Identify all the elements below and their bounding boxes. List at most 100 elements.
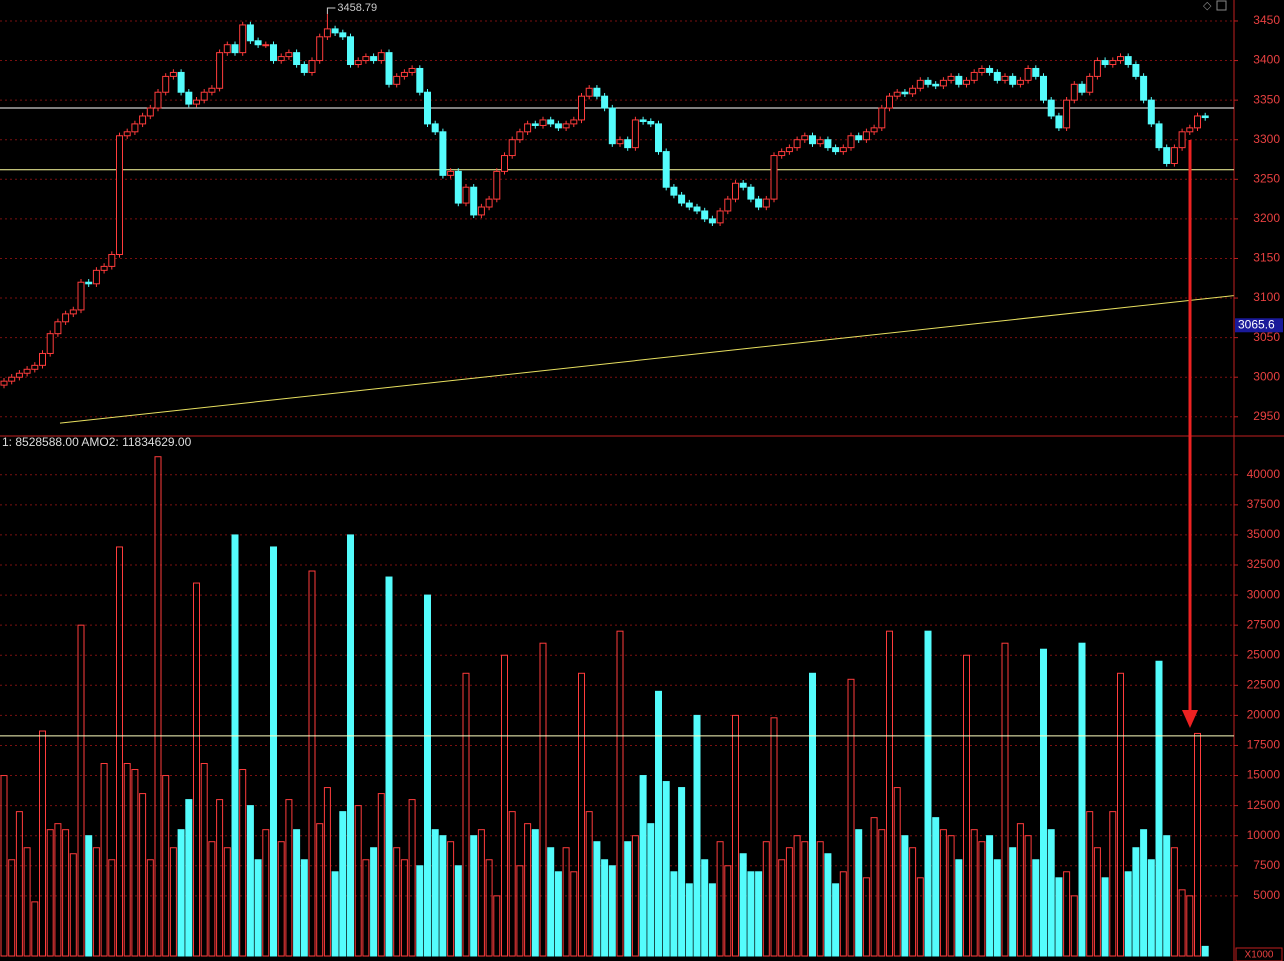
volume-bar [400, 859, 408, 957]
volume-bar [354, 805, 362, 957]
volume-bar [901, 835, 909, 957]
high-marker [326, 7, 336, 15]
candle-body [878, 107, 886, 129]
volume-bar [624, 841, 632, 957]
candle-body [616, 139, 624, 145]
high-label: 3458.79 [337, 2, 377, 14]
volume-bar [154, 456, 162, 957]
candle-body [223, 44, 231, 54]
candle-body [970, 71, 978, 81]
y-tick-label: 15000 [1247, 768, 1281, 782]
candle-body [631, 119, 639, 149]
candle-body [454, 170, 462, 204]
candle-body [1078, 83, 1086, 93]
volume-bar [616, 630, 624, 957]
volume-bar [501, 654, 508, 957]
toolbar-icon[interactable]: ◇ [1203, 0, 1212, 12]
candle-body [1009, 75, 1017, 85]
volume-bar [539, 642, 547, 957]
volume-bar [970, 829, 978, 957]
volume-bar [123, 763, 131, 957]
candle-body [608, 107, 616, 145]
volume-bar [839, 871, 847, 957]
candle-body [816, 139, 824, 145]
candle-body [123, 131, 131, 137]
candle-body [339, 32, 347, 38]
candle-body [316, 36, 324, 62]
y-tick-label: 3150 [1253, 251, 1280, 265]
candle-body [862, 131, 870, 141]
volume-bar [670, 871, 678, 957]
candle-body [8, 376, 16, 382]
volume-bar [1024, 835, 1032, 957]
candle-body [246, 24, 254, 42]
toolbar-icon[interactable] [1216, 0, 1227, 11]
volume-bar [508, 811, 516, 957]
candle-body [116, 135, 123, 256]
candle-body [685, 202, 693, 208]
candle-body [77, 281, 85, 311]
volume-bar [655, 690, 662, 957]
volume-bar [139, 793, 147, 957]
candle-body [462, 186, 470, 204]
volume-bar [762, 841, 770, 957]
volume-bar [732, 714, 739, 957]
candle-body [1201, 115, 1209, 119]
volume-bar [239, 769, 247, 957]
volume-bar [755, 871, 763, 957]
candle-body [1101, 60, 1109, 66]
candle-body [662, 151, 670, 188]
volume-bar [1055, 877, 1063, 957]
candle-body [593, 87, 601, 97]
candle-body [1055, 115, 1063, 129]
volume-bar [809, 672, 816, 957]
volume-bar [1109, 811, 1117, 957]
volume-bar [778, 859, 786, 957]
candle-body [362, 56, 370, 62]
volume-bar [1140, 829, 1148, 957]
volume-bar [862, 877, 870, 957]
trendline [59, 295, 1234, 424]
candle-body [554, 123, 562, 129]
volume-bar [963, 654, 970, 957]
candle-body [169, 71, 177, 77]
candle-body [1070, 83, 1078, 101]
candle-body [670, 186, 678, 196]
candle-body [855, 135, 863, 141]
candle-body [277, 56, 285, 62]
candle-body [54, 321, 62, 335]
candle-body [624, 139, 632, 149]
volume-bar [85, 835, 93, 957]
volume-bar [447, 841, 455, 957]
candle-body [770, 155, 778, 200]
volume-bar [1132, 847, 1140, 957]
unit-label: X1000 [1245, 950, 1274, 961]
volume-bar [909, 847, 917, 957]
candle-body [470, 186, 478, 216]
volume-bar [62, 829, 70, 957]
volume-bar [316, 823, 324, 957]
candle-body [570, 119, 578, 125]
volume-bar [554, 871, 562, 957]
volume-bar [54, 823, 62, 957]
volume-bar [323, 787, 331, 957]
candle-body [893, 91, 901, 97]
arrow-head [1182, 710, 1198, 728]
volume-bar [801, 841, 809, 957]
volume-bar [185, 799, 193, 957]
volume-bar [100, 763, 108, 957]
volume-bar [724, 865, 732, 957]
volume-bar [1001, 642, 1009, 957]
candle-body [177, 71, 185, 93]
volume-bar [293, 829, 301, 957]
unit-box [1235, 947, 1283, 961]
volume-bar [23, 847, 31, 957]
volume-bar [131, 769, 139, 957]
candle-body [347, 36, 354, 66]
candle-body [293, 52, 301, 66]
volume-bar [878, 829, 886, 957]
volume-bar [470, 835, 478, 957]
volume-bar [8, 859, 16, 957]
volume-bar [308, 570, 316, 957]
candle-body [839, 147, 847, 153]
